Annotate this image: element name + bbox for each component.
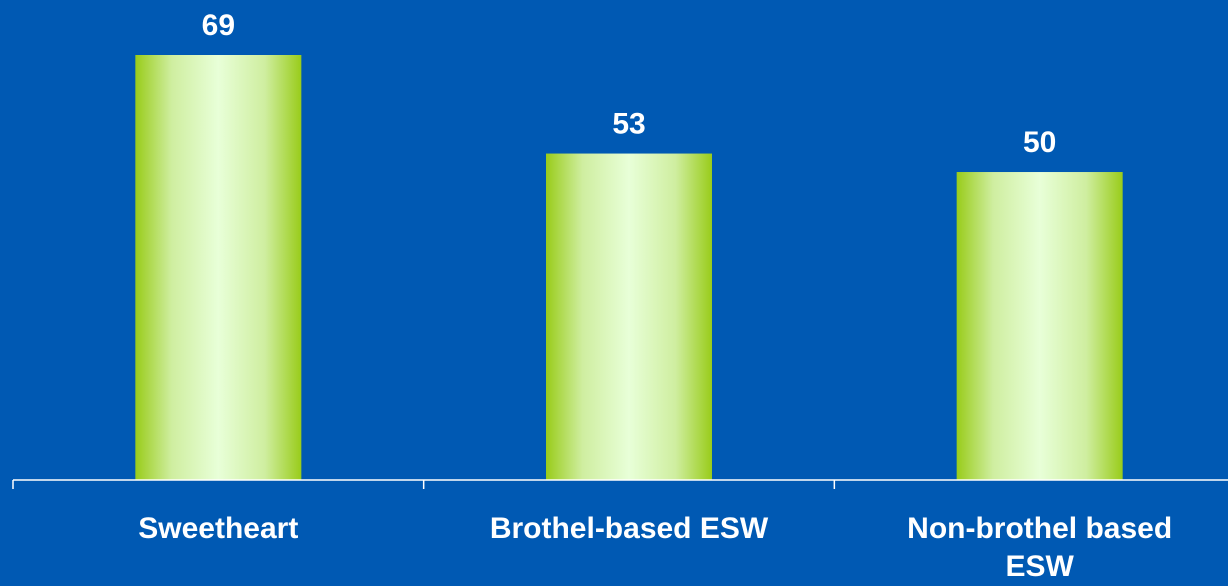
labels-layer: 69 Sweetheart 53 Brothel-based ESW 50 Non-bro… bbox=[138, 9, 1172, 583]
category-label-line: Non-brothel based bbox=[907, 512, 1172, 545]
data-label-3: 50 bbox=[1023, 126, 1056, 159]
category-label-line: ESW bbox=[1005, 550, 1074, 583]
bars-layer bbox=[135, 55, 1123, 480]
x-axis bbox=[12, 479, 1228, 489]
category-label-3: Non-brothel based ESW bbox=[907, 512, 1172, 583]
bar-1 bbox=[135, 55, 302, 480]
category-label-1: Sweetheart bbox=[138, 512, 298, 545]
bar-2 bbox=[546, 153, 712, 480]
bar-3 bbox=[956, 172, 1123, 480]
data-label-2: 53 bbox=[612, 108, 645, 141]
category-label-line: Brothel-based ESW bbox=[490, 512, 769, 545]
data-label-1: 69 bbox=[202, 9, 235, 42]
category-label-line: Sweetheart bbox=[138, 512, 298, 545]
category-label-2: Brothel-based ESW bbox=[490, 512, 769, 545]
